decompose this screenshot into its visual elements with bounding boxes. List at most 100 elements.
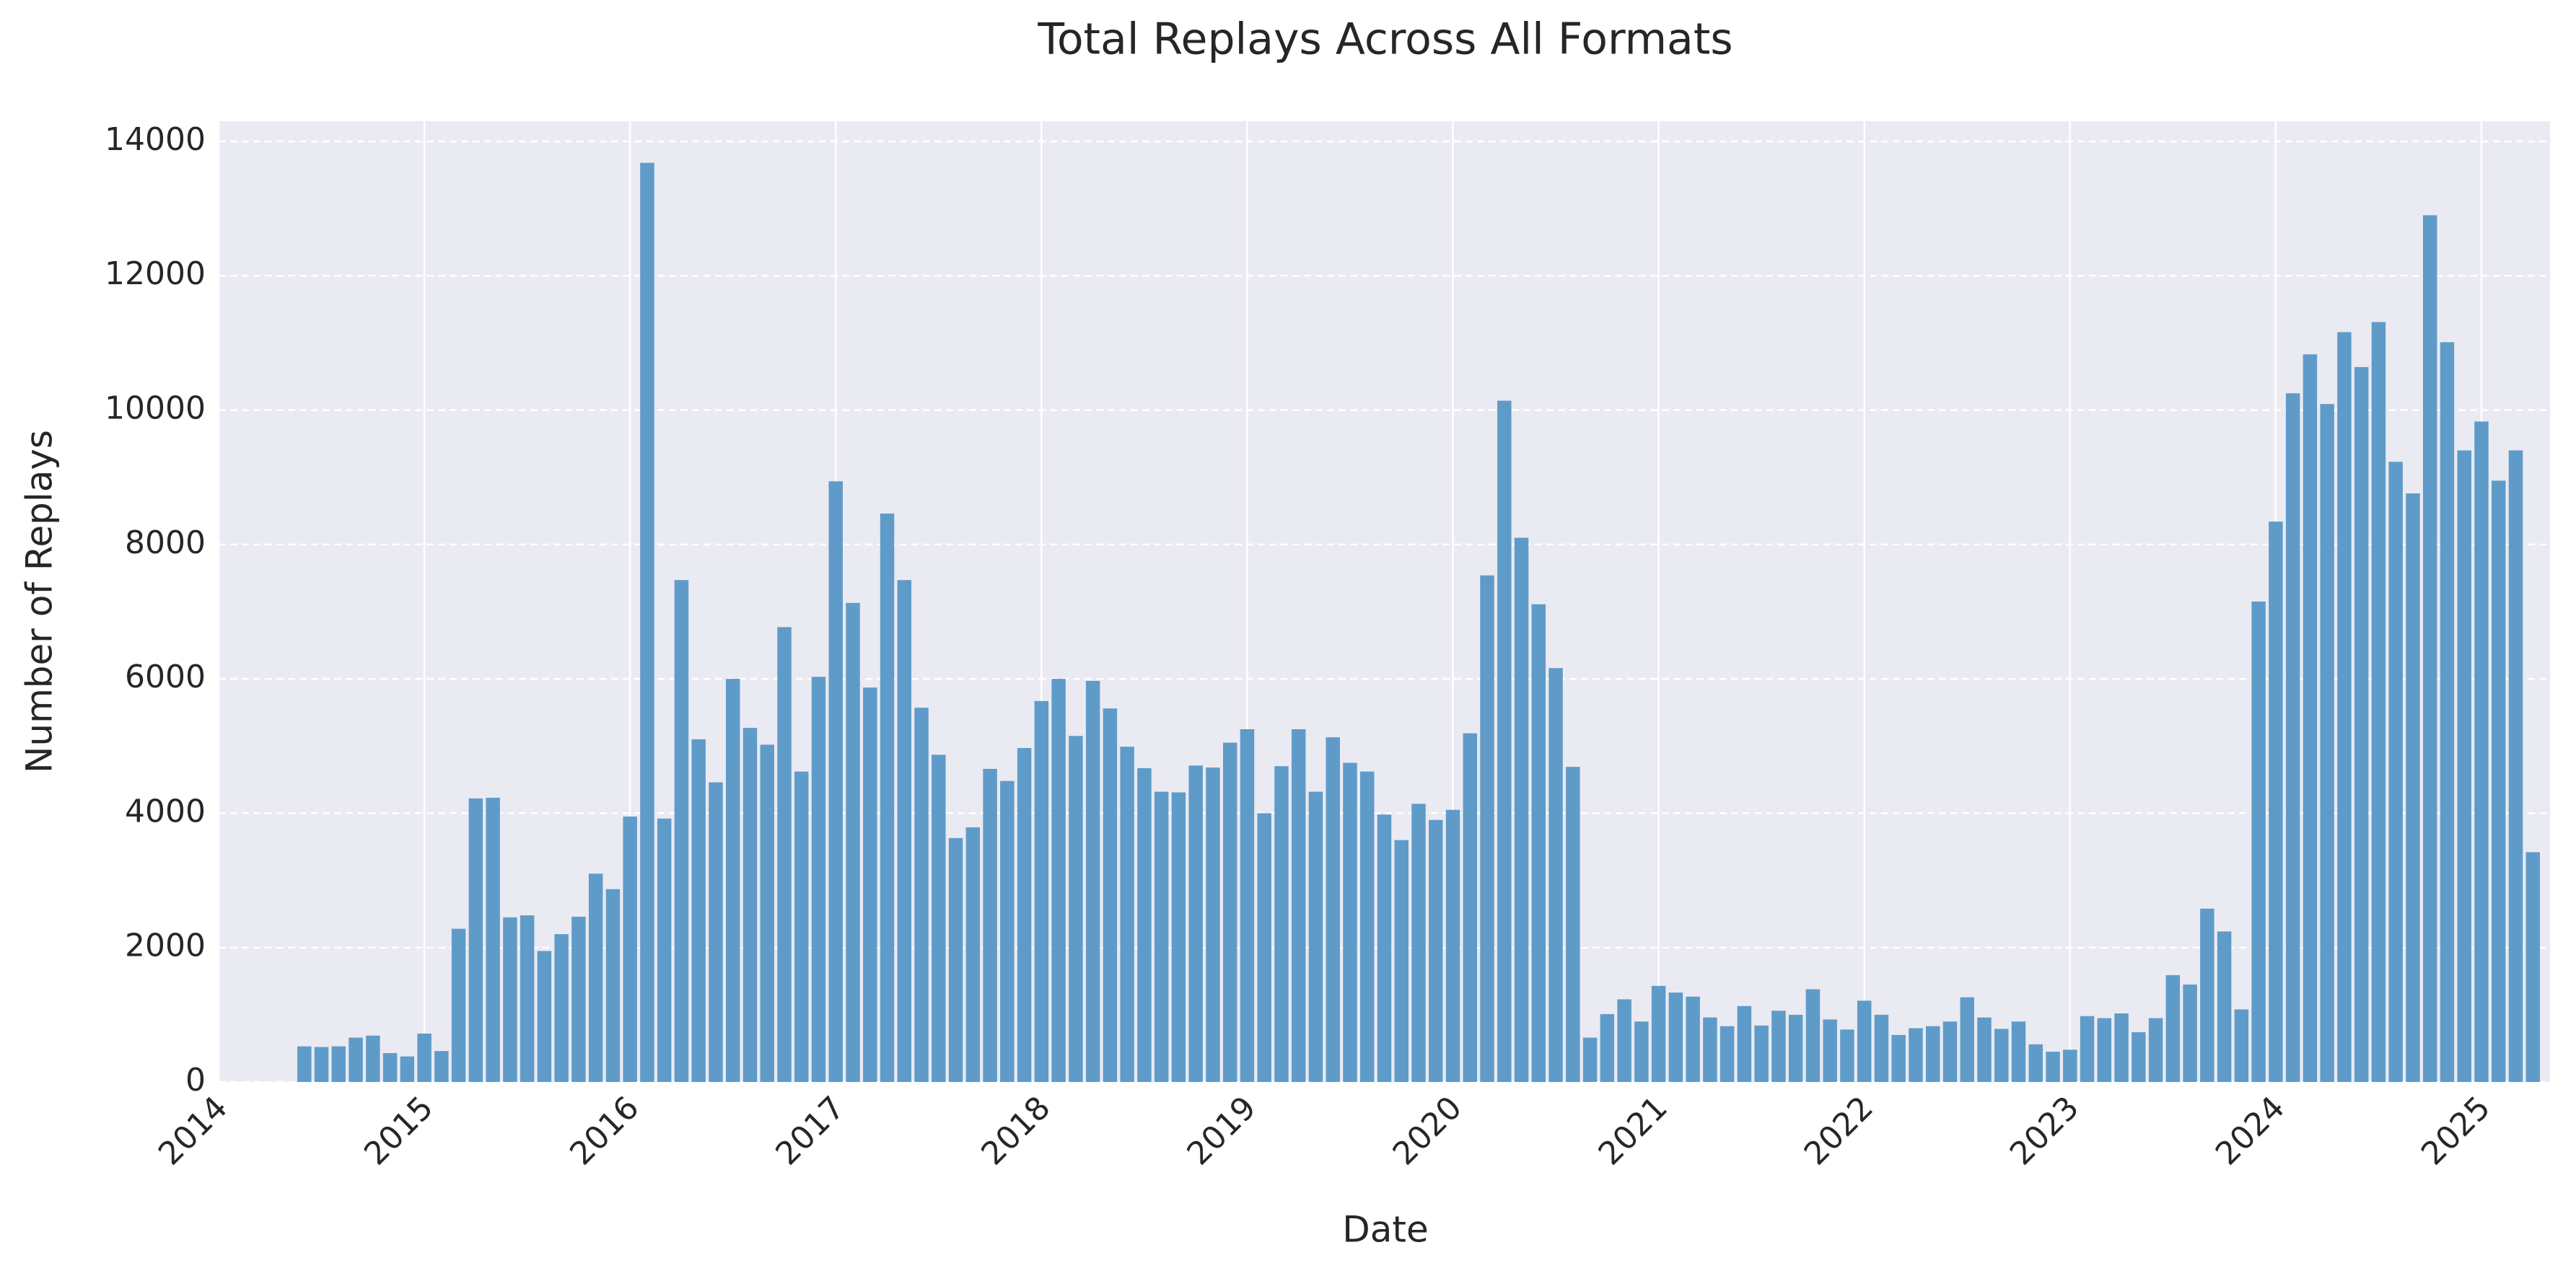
bar (897, 580, 912, 1082)
bar (932, 754, 946, 1082)
bar (1171, 792, 1186, 1082)
bar (983, 768, 997, 1082)
x-tick-label: 2014 (152, 1089, 235, 1172)
bar (1805, 989, 1821, 1082)
bar (2063, 1050, 2077, 1082)
bar (1942, 1021, 1958, 1082)
bar (366, 1035, 380, 1082)
bar (1617, 999, 1631, 1082)
bar (1634, 1021, 1649, 1082)
bar (1719, 1026, 1735, 1082)
bar (400, 1056, 415, 1082)
bar (1000, 780, 1015, 1082)
bar (468, 798, 483, 1082)
bar (640, 162, 654, 1082)
bar (1703, 1017, 1717, 1082)
bar (777, 627, 792, 1082)
bar (451, 928, 466, 1082)
bar (571, 916, 586, 1082)
bar (2508, 450, 2523, 1082)
y-tick-label: 12000 (105, 255, 206, 292)
y-tick-label: 8000 (125, 524, 206, 561)
bar (2406, 493, 2420, 1082)
bar (1463, 733, 1478, 1082)
bar (2080, 1016, 2095, 1082)
bar (2114, 1013, 2129, 1082)
x-tick-label: 2016 (563, 1089, 646, 1172)
bar (554, 934, 569, 1082)
bar (1548, 668, 1563, 1082)
bar (588, 874, 603, 1082)
bar (1394, 840, 1409, 1082)
bar (486, 797, 500, 1082)
bar (1531, 604, 1546, 1082)
y-tick-label: 14000 (105, 121, 206, 158)
bar (2320, 404, 2334, 1082)
bar (2303, 354, 2318, 1082)
bar (811, 677, 826, 1082)
bar (2525, 852, 2540, 1082)
x-axis-label: Date (1342, 1209, 1429, 1251)
bar (674, 580, 689, 1082)
bar (1069, 736, 1083, 1082)
bar (1514, 537, 1529, 1082)
bar (691, 739, 706, 1082)
bar (1874, 1014, 1889, 1082)
y-axis-label: Number of Replays (19, 430, 61, 773)
bar (2148, 1018, 2163, 1082)
bar (417, 1033, 431, 1082)
bar (2422, 215, 2437, 1082)
bar (2200, 908, 2214, 1082)
bar (2251, 602, 2266, 1082)
bar (1445, 809, 1460, 1082)
bar (2234, 1009, 2249, 1082)
bar (1154, 791, 1169, 1082)
y-tick-label: 2000 (125, 928, 206, 964)
bar (349, 1037, 363, 1082)
bar (1222, 742, 1237, 1082)
bar (2474, 421, 2489, 1082)
x-tick-label: 2020 (1386, 1089, 1469, 1172)
y-tick-label: 4000 (125, 793, 206, 830)
bar (1891, 1034, 1906, 1082)
bar (605, 889, 621, 1082)
x-tick-label: 2025 (2414, 1089, 2497, 1172)
bar (331, 1046, 346, 1082)
bar (1651, 985, 1666, 1082)
bar (1925, 1026, 1940, 1082)
bar (1754, 1025, 1769, 1082)
bar (1103, 708, 1118, 1082)
bar (760, 744, 774, 1082)
bar (1274, 766, 1289, 1082)
x-tick-label: 2022 (1797, 1089, 1880, 1172)
bar (794, 771, 809, 1082)
bar (1771, 1011, 1786, 1082)
bar (1909, 1028, 1923, 1082)
y-tick-label: 0 (185, 1062, 206, 1099)
bar (846, 602, 860, 1082)
bar (1343, 762, 1357, 1082)
bar (2388, 462, 2403, 1082)
bar (520, 915, 535, 1082)
bar (1566, 767, 1580, 1082)
bar (382, 1052, 398, 1082)
bar (1737, 1006, 1752, 1082)
bar (1308, 791, 1323, 1082)
bar (657, 818, 672, 1082)
bar (2165, 974, 2181, 1082)
bar (623, 817, 637, 1082)
bar (742, 728, 758, 1082)
bar (1823, 1019, 1837, 1082)
bar (914, 708, 929, 1082)
bar (2440, 342, 2455, 1083)
bar (1240, 729, 1255, 1082)
bar (1188, 765, 1203, 1082)
bar (1497, 400, 1512, 1082)
bar (2371, 322, 2386, 1083)
bar (2132, 1032, 2146, 1082)
bar (2097, 1018, 2112, 1082)
bar (1085, 680, 1100, 1082)
bar (297, 1046, 312, 1082)
